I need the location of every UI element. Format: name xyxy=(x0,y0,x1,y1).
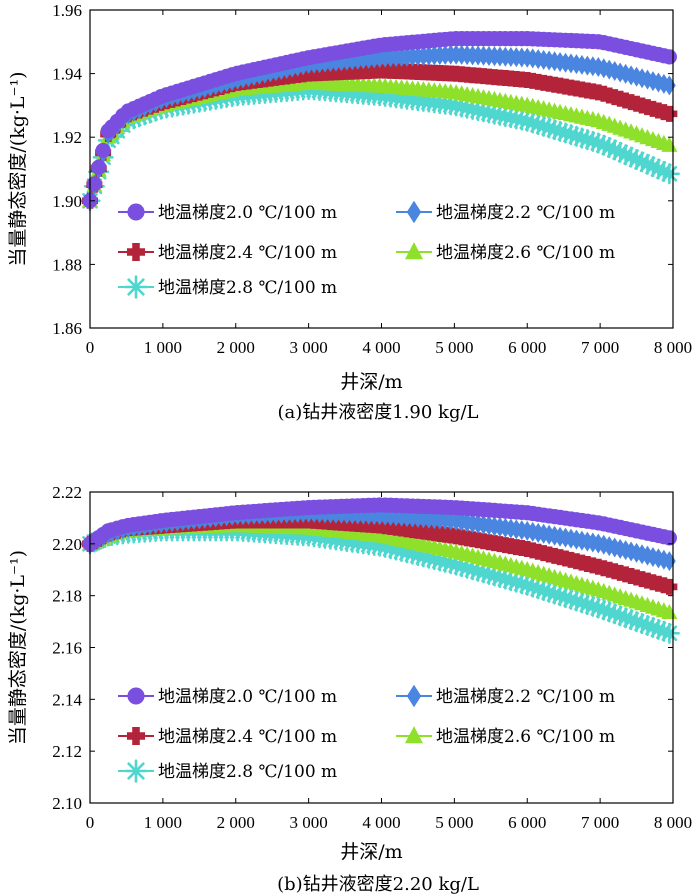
y-tick-label: 1.86 xyxy=(52,319,82,338)
series-group xyxy=(79,497,680,644)
data-point xyxy=(661,578,678,595)
chart-panel-2: 0 1 000 2 000 3 000 4 000 5 000 6 000 7 000 8 00… xyxy=(7,483,692,895)
data-point xyxy=(661,49,677,65)
x-tick-label: 2 000 xyxy=(217,813,255,832)
legend-marker xyxy=(406,200,422,224)
x-tick-label: 0 xyxy=(86,813,95,832)
legend-marker xyxy=(127,243,145,261)
x-tick-label: 7 000 xyxy=(581,813,619,832)
data-point xyxy=(658,163,680,185)
y-tick-label: 2.12 xyxy=(52,742,82,761)
series-1-markers xyxy=(82,497,677,552)
data-point xyxy=(661,105,678,122)
legend-marker xyxy=(124,759,148,783)
legend-label: 地温梯度2.8 ℃/100 m xyxy=(158,278,337,298)
data-point xyxy=(658,622,680,644)
x-tick-label: 5 000 xyxy=(435,813,473,832)
x-tick-label: 3 000 xyxy=(290,338,328,357)
legend-label: 地温梯度2.8 ℃/100 m xyxy=(158,762,337,782)
legend-marker xyxy=(406,684,422,708)
legend-label: 地温梯度2.4 ℃/100 m xyxy=(158,727,337,747)
legend-marker xyxy=(127,203,145,221)
x-tick-label: 1 000 xyxy=(144,813,182,832)
y-tick-label: 2.14 xyxy=(52,690,82,709)
legend: 地温梯度2.0 ℃/100 m 地温梯度2.2 ℃/100 m 地温梯度2.4 ℃/… xyxy=(118,684,615,783)
legend-label: 地温梯度2.0 ℃/100 m xyxy=(158,687,337,707)
chart-panel-1: 0 1 000 2 000 3 000 4 000 5 000 6 000 7 000 8 00… xyxy=(7,1,692,423)
y-axis-label: 当量静态密度/(kg·L⁻¹) xyxy=(7,71,29,266)
y-tick-label: 2.18 xyxy=(52,587,82,606)
x-axis-label: 井深/m xyxy=(340,371,402,393)
x-tick-label: 4 000 xyxy=(362,813,400,832)
y-tick-label: 2.20 xyxy=(52,535,82,554)
legend-label: 地温梯度2.6 ℃/100 m xyxy=(436,243,615,263)
legend-marker xyxy=(127,687,145,705)
x-tick-label: 6 000 xyxy=(508,813,546,832)
legend-marker xyxy=(405,726,423,744)
x-tick-label: 5 000 xyxy=(435,338,473,357)
legend-marker xyxy=(127,727,145,745)
data-point xyxy=(95,142,111,159)
legend-label: 地温梯度2.6 ℃/100 m xyxy=(436,727,615,747)
y-tick-label: 2.16 xyxy=(52,639,82,658)
series-1-markers xyxy=(82,31,677,209)
x-tick-label: 1 000 xyxy=(144,338,182,357)
y-tick-label: 1.92 xyxy=(52,128,82,147)
legend-marker xyxy=(124,275,148,299)
data-point xyxy=(661,530,677,546)
data-point xyxy=(86,176,102,192)
x-tick-label: 8 000 xyxy=(654,338,692,357)
y-tick-label: 1.96 xyxy=(52,1,82,20)
legend-marker xyxy=(405,242,423,260)
x-axis-label: 井深/m xyxy=(340,841,402,863)
y-tick-label: 2.10 xyxy=(52,794,82,813)
legend-label: 地温梯度2.0 ℃/100 m xyxy=(158,203,337,223)
x-tick-label: 7 000 xyxy=(581,338,619,357)
x-tick-label: 6 000 xyxy=(508,338,546,357)
legend-label: 地温梯度2.2 ℃/100 m xyxy=(436,203,615,223)
x-tick-label: 3 000 xyxy=(290,813,328,832)
legend-label: 地温梯度2.2 ℃/100 m xyxy=(436,687,615,707)
legend-label: 地温梯度2.4 ℃/100 m xyxy=(158,243,337,263)
data-point xyxy=(91,159,107,175)
x-tick-label: 0 xyxy=(86,338,95,357)
panel-caption: (a)钻井液密度1.90 kg/L xyxy=(277,402,478,423)
y-tick-label: 1.88 xyxy=(52,255,82,274)
y-tick-label: 2.22 xyxy=(52,483,82,502)
x-tick-label: 8 000 xyxy=(654,813,692,832)
panel-caption: (b)钻井液密度2.20 kg/L xyxy=(277,874,479,895)
y-tick-label: 1.90 xyxy=(52,192,82,211)
y-tick-label: 1.94 xyxy=(52,65,82,84)
x-tick-label: 4 000 xyxy=(362,338,400,357)
x-tick-label: 2 000 xyxy=(217,338,255,357)
series-group xyxy=(79,31,680,212)
legend: 地温梯度2.0 ℃/100 m 地温梯度2.2 ℃/100 m 地温梯度2.4 ℃/… xyxy=(118,200,615,299)
y-axis-label: 当量静态密度/(kg·L⁻¹) xyxy=(7,550,29,745)
